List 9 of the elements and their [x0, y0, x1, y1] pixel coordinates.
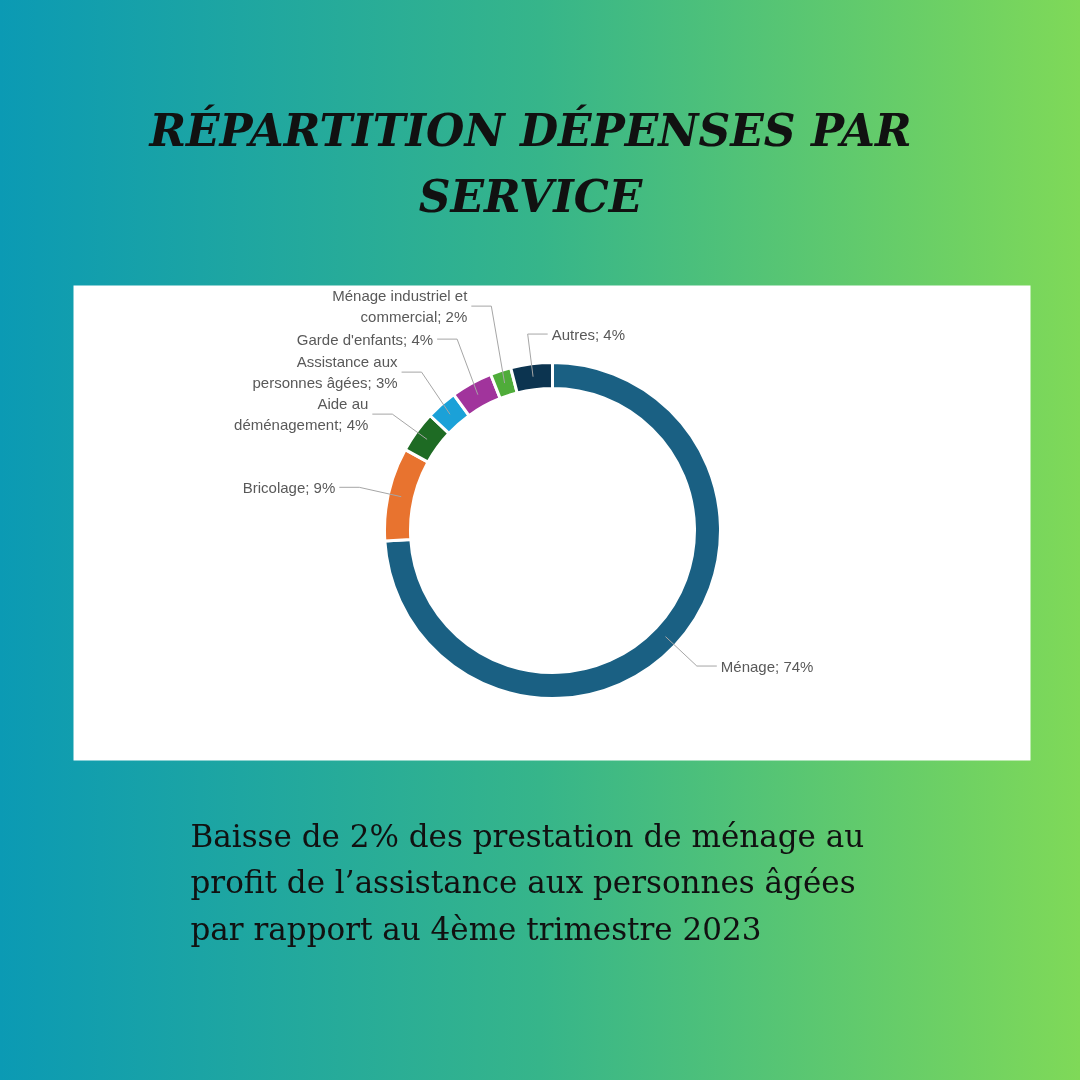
text: Baisse de 2% des prestation de ménage au profit de l’assistance aux personnes âgées par rapport au 4ème trimestre 2023 [190, 817, 865, 948]
slice-label: Autres; 4% [551, 325, 626, 343]
slice-label: Garde d'enfants; 4% [296, 330, 434, 348]
slice-label: Assistance aux personnes âgées; 3% [252, 353, 399, 391]
chart-title: RÉPARTITION DÉPENSES PAR SERVICE [147, 103, 912, 223]
slice-label: Bricolage; 9% [242, 478, 336, 496]
slice-label: Ménage; 74% [720, 657, 814, 675]
slice-label: Ménage industriel et commercial; 2% [332, 287, 469, 325]
slice-label: Aide au déménagement; 4% [234, 395, 369, 433]
